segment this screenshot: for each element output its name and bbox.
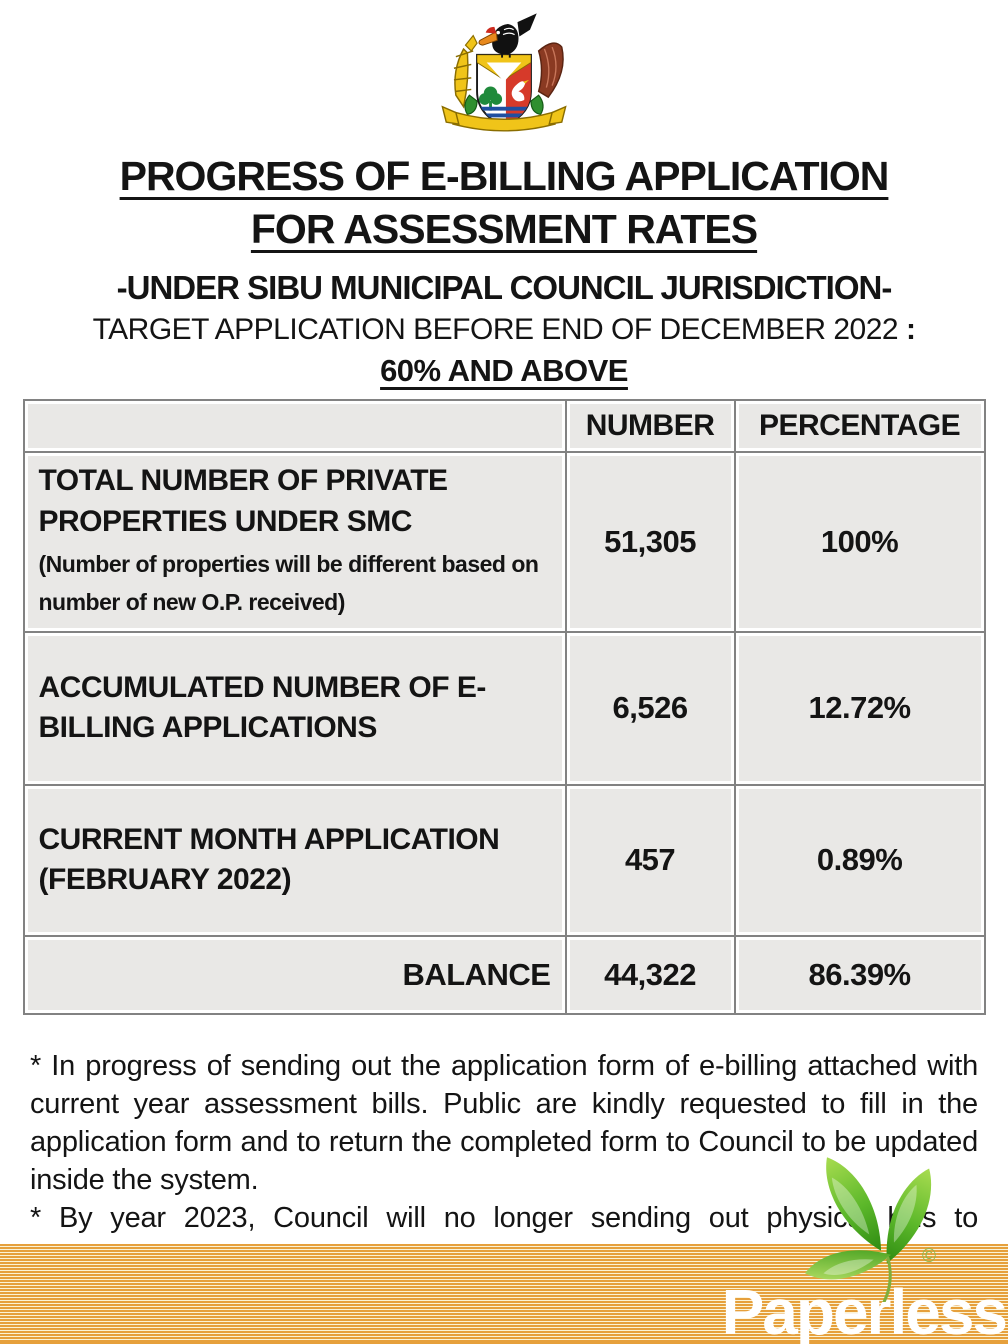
title-line-2: FOR ASSESSMENT RATES bbox=[250, 206, 758, 253]
jurisdiction-subtitle: -UNDER SIBU MUNICIPAL COUNCIL JURISDICTI… bbox=[116, 268, 893, 306]
row-percentage-value: 12.72% bbox=[733, 630, 986, 786]
table-header-row: NUMBER PERCENTAGE bbox=[22, 398, 986, 453]
table-row-current-month: CURRENT MONTH APPLICATION (FEBRUARY 2022… bbox=[22, 783, 986, 937]
footnotes: * In progress of sending out the applica… bbox=[30, 1047, 978, 1275]
row-label-cell: CURRENT MONTH APPLICATION (FEBRUARY 2022… bbox=[22, 783, 567, 937]
paperless-logo-text: Paperless bbox=[721, 1276, 1008, 1344]
empty-header-cell bbox=[22, 398, 567, 453]
table-row-total-properties: TOTAL NUMBER OF PRIVATE PROPERTIES UNDER… bbox=[22, 450, 986, 633]
table-row-accumulated: ACCUMULATED NUMBER OF E-BILLING APPLICAT… bbox=[22, 630, 986, 786]
target-text: TARGET APPLICATION BEFORE END OF DECEMBE… bbox=[92, 312, 899, 346]
target-line: TARGET APPLICATION BEFORE END OF DECEMBE… bbox=[0, 313, 1008, 347]
row-number-value: 51,305 bbox=[564, 450, 736, 633]
paperless-leaves-icon bbox=[804, 1157, 932, 1302]
title-line-1: PROGRESS OF E-BILLING APPLICATION bbox=[119, 153, 890, 199]
row-label-cell: BALANCE bbox=[22, 934, 567, 1015]
target-colon: : bbox=[905, 312, 916, 346]
row-label: TOTAL NUMBER OF PRIVATE PROPERTIES UNDER… bbox=[38, 464, 449, 538]
row-percentage-value: 0.89% bbox=[733, 783, 986, 937]
row-number-value: 44,322 bbox=[564, 934, 736, 1015]
page-title: PROGRESS OF E-BILLING APPLICATION FOR AS… bbox=[0, 150, 1008, 257]
row-number-value: 457 bbox=[564, 783, 736, 937]
row-percentage-value: 100% bbox=[733, 450, 986, 633]
percentage-column-header: PERCENTAGE bbox=[733, 398, 986, 453]
row-label-cell: ACCUMULATED NUMBER OF E-BILLING APPLICAT… bbox=[22, 630, 567, 786]
target-goal: 60% AND ABOVE bbox=[380, 352, 628, 388]
row-number-value: 6,526 bbox=[564, 630, 736, 786]
sibu-municipal-council-crest-icon bbox=[441, 13, 567, 132]
row-note: (Number of properties will be different … bbox=[38, 551, 539, 616]
row-label: ACCUMULATED NUMBER OF E-BILLING APPLICAT… bbox=[38, 670, 487, 745]
progress-table: NUMBER PERCENTAGE TOTAL NUMBER OF PRIVAT… bbox=[22, 398, 986, 1015]
row-label: BALANCE bbox=[402, 956, 551, 992]
row-label: CURRENT MONTH APPLICATION (FEBRUARY 2022… bbox=[38, 822, 500, 897]
row-percentage-value: 86.39% bbox=[733, 934, 986, 1015]
footnote-1: * In progress of sending out the applica… bbox=[30, 1049, 978, 1196]
copyright-icon: © bbox=[922, 1246, 936, 1267]
number-column-header: NUMBER bbox=[564, 398, 736, 453]
row-label-cell: TOTAL NUMBER OF PRIVATE PROPERTIES UNDER… bbox=[22, 450, 567, 633]
table-row-balance: BALANCE 44,322 86.39% bbox=[22, 934, 986, 1015]
